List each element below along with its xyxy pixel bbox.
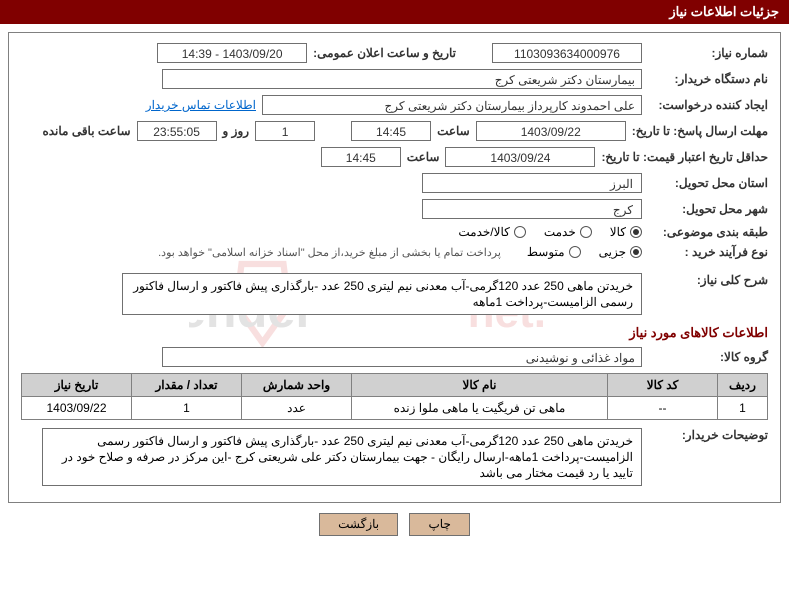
days-and-label: روز و	[223, 124, 250, 138]
row-city: شهر محل تحویل: کرج	[21, 199, 768, 219]
cell-code: --	[608, 397, 718, 420]
cell-qty: 1	[132, 397, 242, 420]
th-name: نام کالا	[352, 374, 608, 397]
goods-section-title: اطلاعات کالاهای مورد نیاز	[21, 325, 768, 341]
cell-row: 1	[718, 397, 768, 420]
th-date: تاریخ نیاز	[22, 374, 132, 397]
remaining-label: ساعت باقی مانده	[42, 124, 130, 138]
radio-medium-item[interactable]: متوسط	[527, 245, 581, 259]
city-value: کرج	[422, 199, 642, 219]
radio-service-label: خدمت	[544, 225, 576, 239]
goods-group-value: مواد غذائی و نوشیدنی	[162, 347, 642, 367]
cell-date: 1403/09/22	[22, 397, 132, 420]
row-validity: حداقل تاریخ اعتبار قیمت: تا تاریخ: 1403/…	[21, 147, 768, 167]
th-unit: واحد شمارش	[242, 374, 352, 397]
radio-both-label: کالا/خدمت	[458, 225, 509, 239]
detail-panel: AriaTender .net شماره نیاز: 110309363400…	[8, 32, 781, 503]
category-radio-group: کالا خدمت کالا/خدمت	[458, 225, 642, 239]
province-label: استان محل تحویل:	[648, 176, 768, 190]
radio-partial-item[interactable]: جزیی	[599, 245, 642, 259]
radio-both[interactable]	[514, 226, 526, 238]
cell-name: ماهی تن فریگیت یا ماهی ملوا زنده	[352, 397, 608, 420]
buttons-row: چاپ بازگشت	[0, 513, 789, 536]
table-row: 1 -- ماهی تن فریگیت یا ماهی ملوا زنده عد…	[22, 397, 768, 420]
table-header-row: ردیف کد کالا نام کالا واحد شمارش تعداد /…	[22, 374, 768, 397]
buyer-notes-text: خریدتن ماهی 250 عدد 120گرمی-آب معدنی نیم…	[42, 428, 642, 486]
radio-partial[interactable]	[630, 246, 642, 258]
row-goods-group: گروه کالا: مواد غذائی و نوشیدنی	[21, 347, 768, 367]
city-label: شهر محل تحویل:	[648, 202, 768, 216]
category-label: طبقه بندی موضوعی:	[648, 225, 768, 239]
remaining-time: 23:55:05	[137, 121, 217, 141]
page-header: جزئیات اطلاعات نیاز	[0, 0, 789, 24]
row-province: استان محل تحویل: البرز	[21, 173, 768, 193]
deadline-date: 1403/09/22	[476, 121, 626, 141]
validity-time: 14:45	[321, 147, 401, 167]
row-process: نوع فرآیند خرید : جزیی متوسط پرداخت تمام…	[21, 245, 768, 259]
radio-medium[interactable]	[569, 246, 581, 258]
goods-table: ردیف کد کالا نام کالا واحد شمارش تعداد /…	[21, 373, 768, 420]
validity-date: 1403/09/24	[445, 147, 595, 167]
row-category: طبقه بندی موضوعی: کالا خدمت کالا/خدمت	[21, 225, 768, 239]
time-label-2: ساعت	[407, 150, 440, 164]
process-note: پرداخت تمام یا بخشی از مبلغ خرید،از محل …	[158, 246, 501, 259]
th-row: ردیف	[718, 374, 768, 397]
deadline-time: 14:45	[351, 121, 431, 141]
row-requester: ایجاد کننده درخواست: علی احمدوند کارپردا…	[21, 95, 768, 115]
radio-service-item[interactable]: خدمت	[544, 225, 592, 239]
row-summary: شرح کلی نیاز: خریدتن ماهی 250 عدد 120گرم…	[21, 273, 768, 315]
th-code: کد کالا	[608, 374, 718, 397]
cell-unit: عدد	[242, 397, 352, 420]
province-value: البرز	[422, 173, 642, 193]
announce-value: 1403/09/20 - 14:39	[157, 43, 307, 63]
goods-group-label: گروه کالا:	[648, 350, 768, 364]
time-label-1: ساعت	[437, 124, 470, 138]
radio-goods-label: کالا	[610, 225, 626, 239]
radio-goods[interactable]	[630, 226, 642, 238]
process-radio-group: جزیی متوسط	[527, 245, 642, 259]
requester-value: علی احمدوند کارپرداز بیمارستان دکتر شریع…	[262, 95, 642, 115]
summary-label: شرح کلی نیاز:	[648, 273, 768, 287]
page-title: جزئیات اطلاعات نیاز	[669, 4, 779, 19]
radio-service[interactable]	[580, 226, 592, 238]
radio-medium-label: متوسط	[527, 245, 565, 259]
buyer-org-value: بیمارستان دکتر شریعتی کرج	[162, 69, 642, 89]
buyer-org-label: نام دستگاه خریدار:	[648, 72, 768, 86]
need-number-value: 1103093634000976	[492, 43, 642, 63]
th-qty: تعداد / مقدار	[132, 374, 242, 397]
row-buyer-notes: توضیحات خریدار: خریدتن ماهی 250 عدد 120گ…	[21, 428, 768, 486]
deadline-label: مهلت ارسال پاسخ: تا تاریخ:	[632, 124, 768, 138]
announce-label: تاریخ و ساعت اعلان عمومی:	[313, 46, 456, 60]
row-buyer-org: نام دستگاه خریدار: بیمارستان دکتر شریعتی…	[21, 69, 768, 89]
requester-label: ایجاد کننده درخواست:	[648, 98, 768, 112]
process-label: نوع فرآیند خرید :	[648, 245, 768, 259]
buyer-notes-label: توضیحات خریدار:	[648, 428, 768, 442]
row-need-number: شماره نیاز: 1103093634000976 تاریخ و ساع…	[21, 43, 768, 63]
days-count: 1	[255, 121, 315, 141]
summary-text: خریدتن ماهی 250 عدد 120گرمی-آب معدنی نیم…	[122, 273, 642, 315]
contact-link[interactable]: اطلاعات تماس خریدار	[146, 98, 256, 112]
radio-partial-label: جزیی	[599, 245, 626, 259]
radio-goods-item[interactable]: کالا	[610, 225, 642, 239]
validity-label: حداقل تاریخ اعتبار قیمت: تا تاریخ:	[601, 150, 768, 164]
row-deadline: مهلت ارسال پاسخ: تا تاریخ: 1403/09/22 سا…	[21, 121, 768, 141]
print-button[interactable]: چاپ	[409, 513, 469, 536]
radio-both-item[interactable]: کالا/خدمت	[458, 225, 525, 239]
need-number-label: شماره نیاز:	[648, 46, 768, 60]
back-button[interactable]: بازگشت	[319, 513, 398, 536]
